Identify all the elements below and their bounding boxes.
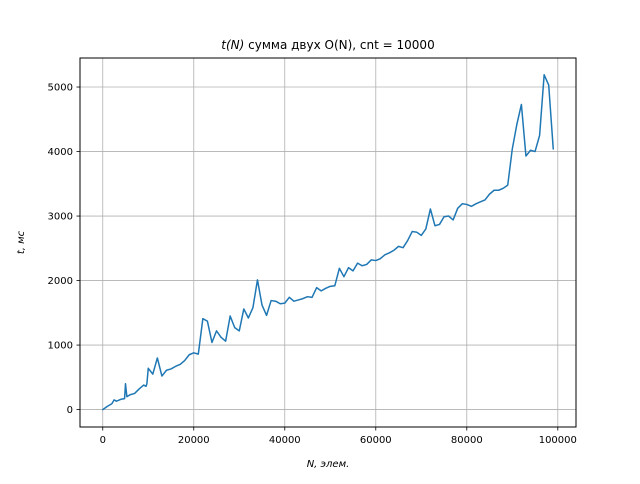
y-tick-label: 5000 <box>48 83 73 94</box>
y-tick-label: 1000 <box>48 341 73 352</box>
x-tick-label: 40000 <box>269 435 301 446</box>
y-axis-label: t, мс <box>16 230 27 254</box>
y-tick-label: 4000 <box>48 147 73 158</box>
axes-frame <box>79 57 577 428</box>
chart-title-prefix: t(N) <box>221 38 244 52</box>
series-line <box>102 74 554 411</box>
y-tick-label: 2000 <box>48 276 73 287</box>
x-tick-label: 20000 <box>178 435 210 446</box>
grid <box>80 58 576 427</box>
x-tick-label: 80000 <box>451 435 483 446</box>
x-tick-label: 60000 <box>360 435 392 446</box>
x-axis-label: N, элем. <box>307 459 350 470</box>
y-tick-label: 3000 <box>48 212 73 223</box>
chart-title: t(N) сумма двух O(N), cnt = 10000 <box>221 38 434 52</box>
x-tick-label: 100000 <box>539 435 577 446</box>
chart-title-rest: сумма двух O(N), cnt = 10000 <box>244 38 434 52</box>
ticks: 0 20000 40000 60000 80000 100000 0 1000 2000 3000… <box>48 83 577 446</box>
x-tick-label: 0 <box>100 435 106 446</box>
series-layer <box>102 74 554 411</box>
y-tick-label: 0 <box>67 405 73 416</box>
